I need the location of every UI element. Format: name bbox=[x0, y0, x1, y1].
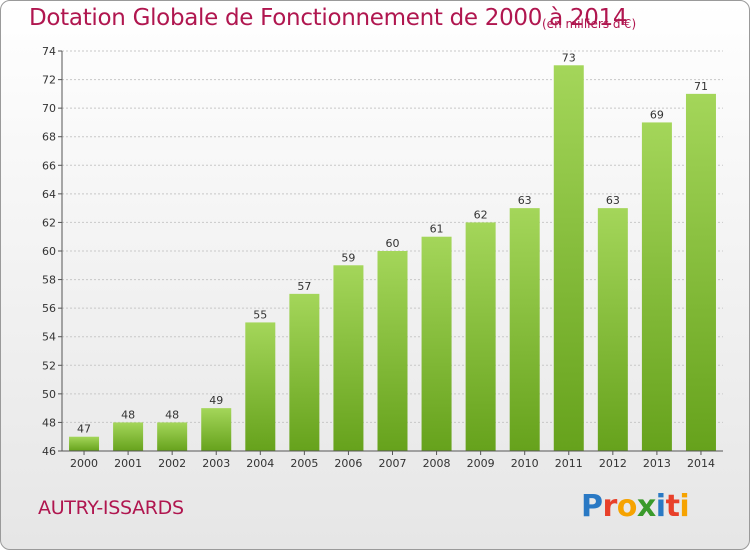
x-tick-label: 2010 bbox=[511, 457, 539, 470]
bar bbox=[597, 208, 628, 451]
logo-letter: t bbox=[665, 489, 680, 524]
labels: 46 48 50 52 54 56 58 60 62 64 66 68 70 72 74 47 2000 48 20… bbox=[42, 45, 715, 470]
logo-letter: P bbox=[581, 489, 603, 524]
bar bbox=[289, 293, 320, 451]
bar-value-label: 62 bbox=[474, 208, 488, 221]
bar-value-label: 47 bbox=[77, 423, 91, 436]
commune-name: AUTRY-ISSARDS bbox=[38, 497, 184, 519]
x-tick-label: 2013 bbox=[643, 457, 671, 470]
x-tick-label: 2004 bbox=[246, 457, 274, 470]
bar-value-label: 69 bbox=[650, 108, 664, 121]
chart-title: Dotation Globale de Fonctionnement de 20… bbox=[29, 5, 628, 31]
x-tick-label: 2007 bbox=[379, 457, 407, 470]
axes bbox=[58, 50, 723, 455]
bar bbox=[157, 422, 188, 451]
y-tick-label: 46 bbox=[42, 445, 56, 458]
bar bbox=[421, 236, 452, 451]
bar-value-label: 60 bbox=[386, 237, 400, 250]
bar bbox=[377, 251, 408, 451]
y-tick-label: 74 bbox=[42, 45, 56, 58]
y-tick-label: 56 bbox=[42, 302, 56, 315]
bar bbox=[685, 93, 716, 451]
y-tick-label: 72 bbox=[42, 74, 56, 87]
logo-letter: o bbox=[616, 489, 638, 524]
x-tick-label: 2001 bbox=[114, 457, 142, 470]
bar bbox=[69, 436, 100, 451]
x-tick-label: 2006 bbox=[334, 457, 362, 470]
bar-value-label: 71 bbox=[694, 80, 708, 93]
logo-letter: r bbox=[602, 489, 618, 524]
bar-value-label: 63 bbox=[518, 194, 532, 207]
y-tick-label: 68 bbox=[42, 131, 56, 144]
logo-letter: x bbox=[636, 489, 656, 524]
x-tick-label: 2012 bbox=[599, 457, 627, 470]
bar bbox=[333, 265, 364, 451]
x-tick-label: 2005 bbox=[290, 457, 318, 470]
logo-letter: i bbox=[655, 489, 666, 524]
bar bbox=[553, 65, 584, 452]
y-tick-label: 64 bbox=[42, 188, 56, 201]
proxiti-logo: Proxiti bbox=[581, 489, 690, 524]
x-tick-label: 2009 bbox=[467, 457, 495, 470]
y-tick-label: 66 bbox=[42, 159, 56, 172]
y-tick-label: 54 bbox=[42, 331, 56, 344]
y-tick-label: 52 bbox=[42, 359, 56, 372]
y-tick-label: 60 bbox=[42, 245, 56, 258]
logo-letter: i bbox=[679, 489, 690, 524]
bar bbox=[113, 422, 144, 451]
chart-subtitle: (en milliers d'€) bbox=[542, 17, 637, 31]
bar bbox=[465, 222, 496, 451]
x-tick-label: 2000 bbox=[70, 457, 98, 470]
bar-value-label: 48 bbox=[165, 408, 179, 421]
y-tick-label: 50 bbox=[42, 388, 56, 401]
bar-value-label: 55 bbox=[253, 308, 267, 321]
x-tick-label: 2008 bbox=[423, 457, 451, 470]
bar bbox=[509, 208, 540, 451]
y-tick-label: 62 bbox=[42, 216, 56, 229]
x-tick-label: 2003 bbox=[202, 457, 230, 470]
bar-value-label: 59 bbox=[341, 251, 355, 264]
x-tick-label: 2002 bbox=[158, 457, 186, 470]
bar-value-label: 73 bbox=[562, 51, 576, 64]
y-tick-label: 58 bbox=[42, 274, 56, 287]
bar-value-label: 49 bbox=[209, 394, 223, 407]
y-tick-label: 70 bbox=[42, 102, 56, 115]
bar-value-label: 63 bbox=[606, 194, 620, 207]
bars bbox=[69, 65, 716, 452]
bar bbox=[245, 322, 276, 451]
bar-value-label: 57 bbox=[297, 280, 311, 293]
bar-value-label: 61 bbox=[430, 223, 444, 236]
x-tick-label: 2014 bbox=[687, 457, 715, 470]
y-tick-label: 48 bbox=[42, 416, 56, 429]
x-tick-label: 2011 bbox=[555, 457, 583, 470]
bar-value-label: 48 bbox=[121, 408, 135, 421]
bar bbox=[201, 408, 232, 451]
bar bbox=[641, 122, 672, 451]
